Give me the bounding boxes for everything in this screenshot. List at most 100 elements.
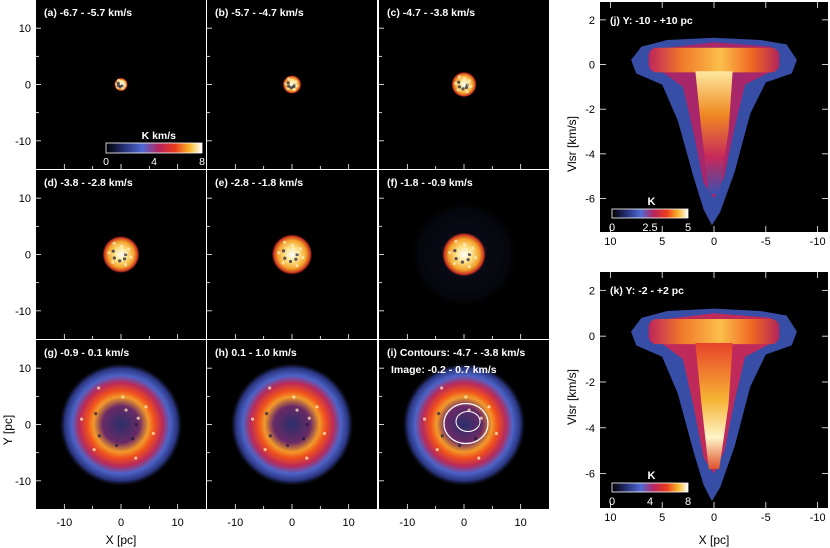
emission-clump: [494, 431, 499, 436]
pv-y-tick-label: 0: [589, 331, 595, 343]
emission-clump: [120, 248, 125, 252]
y-tick-label: 0: [25, 420, 31, 432]
colorbar-tick: 0: [103, 156, 109, 168]
pv-colorbar-tick: 4: [647, 496, 653, 508]
emission-clump: [112, 256, 116, 260]
emission-clump: [111, 260, 115, 264]
emission-core: [102, 235, 140, 274]
emission-clump: [474, 437, 478, 441]
panel-label: (c) -4.7 - -3.8 km/s: [387, 7, 475, 19]
emission-clump: [301, 255, 305, 260]
pv-x-tick-label: 0: [711, 512, 717, 524]
y-tick-label: 0: [25, 250, 31, 262]
colorbar-ramp: [105, 142, 203, 154]
emission-clump: [291, 243, 295, 247]
pv-y-tick-label: 2: [589, 15, 595, 27]
emission-clump: [294, 257, 298, 261]
emission-clump: [277, 251, 281, 255]
pv-top-band: [648, 318, 780, 345]
pv-x-tick-label: 0: [711, 236, 717, 248]
emission-clump: [122, 257, 127, 261]
colorbar-tick: 4: [151, 156, 157, 168]
pv-top-band: [648, 47, 780, 73]
pv-colorbar-tick: 5: [685, 222, 691, 234]
pv-x-tick-label: 5: [659, 512, 665, 524]
emission-clump: [305, 422, 309, 427]
emission-clump: [250, 417, 255, 421]
panel-label: (b) -5.7 - -4.7 km/s: [215, 7, 304, 19]
pv-colorbar-title: K: [648, 196, 656, 208]
pv-panel: (k) Y: -2 - +2 pc K 0 4 8 2 0 -2 -4 -6 10 5 0 -5 -10: [585, 272, 828, 524]
x-tick-label: -10: [399, 517, 415, 529]
channel-colorbar: K km/s 0 4 8: [103, 130, 205, 168]
x-tick-label: -10: [56, 517, 72, 529]
y-tick-label: 10: [19, 23, 31, 35]
emission-clump: [124, 250, 128, 255]
emission-clump: [479, 416, 483, 420]
channel-panel: (h) 0.1 - 1.0 km/s: [207, 340, 377, 509]
emission-clump: [282, 240, 287, 244]
pv-colorbar-tick: 0: [609, 222, 615, 234]
x-tick-label: -10: [227, 517, 243, 529]
emission-clump: [123, 263, 128, 267]
channel-panel: (d) -3.8 - -2.8 km/s: [36, 170, 206, 339]
emission-clump: [121, 82, 125, 86]
x-tick-label: 0: [289, 517, 295, 529]
emission-clump: [296, 250, 300, 255]
emission-clump: [440, 434, 444, 438]
y-tick-label: -10: [15, 306, 31, 318]
emission-clump: [477, 456, 481, 460]
pv-x-tick-label: 10: [604, 512, 616, 524]
y-tick-label: -10: [15, 136, 31, 148]
emission-clump: [265, 412, 269, 416]
pv-y-tick-label: -4: [585, 149, 595, 161]
pv-x-tick-label: -10: [810, 236, 826, 248]
y-tick-label: 10: [19, 193, 31, 205]
emission-clump: [469, 84, 473, 88]
emission-clump: [454, 239, 458, 243]
pv-colorbar-ramp: [611, 208, 689, 219]
emission-clump: [463, 242, 467, 247]
emission-clump: [293, 81, 297, 86]
pv-x-tick-label: 10: [604, 236, 616, 248]
emission-clump: [298, 247, 302, 251]
emission-clump: [79, 417, 84, 421]
emission-clump: [471, 246, 475, 250]
emission-clump: [456, 88, 461, 92]
emission-clump: [111, 249, 115, 253]
emission-clump: [463, 79, 467, 84]
y-tick-label: 10: [19, 363, 31, 375]
emission-clump: [465, 81, 470, 85]
emission-clump: [121, 395, 125, 399]
pv-y-tick-label: -4: [585, 423, 595, 435]
emission-clump: [457, 75, 461, 79]
emission-clump: [134, 456, 138, 460]
emission-clump: [292, 248, 296, 252]
panel-label: (i) Contours: -4.7 - -3.8 km/s: [387, 347, 525, 359]
panel-label: (g) -0.9 - 0.1 km/s: [44, 347, 129, 359]
pv-j-ylabel: Vlsr [km/s]: [565, 116, 579, 172]
panel-label: (h) 0.1 - 1.0 km/s: [215, 347, 297, 359]
x-tick-label: 10: [172, 517, 184, 529]
pv-x-tick-label: -5: [761, 512, 771, 524]
emission-clump: [121, 86, 125, 90]
emission-clump: [127, 247, 131, 251]
emission-clump: [457, 85, 462, 89]
emission-clump: [435, 447, 439, 452]
emission-clump: [289, 86, 293, 90]
pv-column: [695, 71, 733, 195]
emission-clump: [460, 260, 465, 264]
x-tick-label: 0: [461, 517, 467, 529]
emission-shell: [402, 363, 526, 486]
emission-clump: [467, 408, 471, 412]
emission-clump: [307, 416, 311, 420]
pv-y-tick-label: -6: [585, 469, 595, 481]
emission-clump: [268, 434, 272, 438]
emission-clump: [263, 447, 267, 452]
channel-panel: (e) -2.8 - -1.8 km/s: [207, 170, 377, 339]
emission-clump: [92, 447, 96, 452]
emission-shell: [59, 363, 183, 486]
